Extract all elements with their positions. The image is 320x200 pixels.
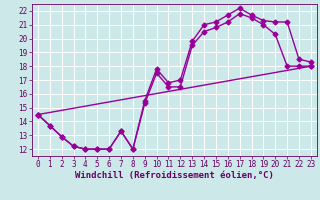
X-axis label: Windchill (Refroidissement éolien,°C): Windchill (Refroidissement éolien,°C) — [75, 171, 274, 180]
